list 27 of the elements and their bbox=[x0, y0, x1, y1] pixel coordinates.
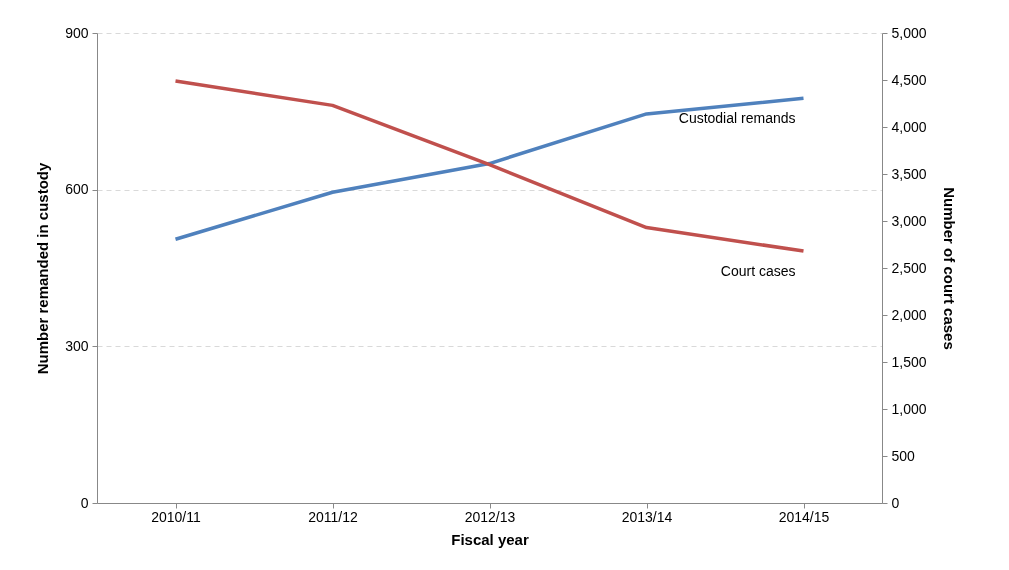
series-label: Custodial remands bbox=[678, 110, 796, 127]
x-tick-label: 2011/12 bbox=[308, 508, 358, 525]
series-label: Court cases bbox=[720, 263, 796, 280]
y2-tick-label: 3,500 bbox=[891, 165, 927, 182]
y2-tick-label: 2,000 bbox=[891, 306, 927, 323]
y2-axis-title: Number of court cases bbox=[940, 187, 958, 350]
y-tick-label: 0 bbox=[80, 494, 89, 511]
y2-tick-label: 0 bbox=[891, 494, 900, 511]
y-tick-label: 300 bbox=[65, 337, 89, 354]
y2-tick-label: 4,000 bbox=[891, 118, 927, 135]
y2-tick-label: 4,500 bbox=[891, 71, 927, 88]
x-tick-label: 2012/13 bbox=[464, 508, 516, 525]
x-tick-label: 2014/15 bbox=[778, 508, 830, 525]
x-tick-label: 2013/14 bbox=[621, 508, 673, 525]
x-axis-title: Fiscal year bbox=[451, 530, 529, 548]
y-axis-title: Number remanded in custody bbox=[34, 162, 52, 375]
y2-tick-label: 2,500 bbox=[891, 259, 927, 276]
y-tick-label: 900 bbox=[65, 24, 89, 41]
y-tick-label: 600 bbox=[65, 181, 89, 198]
line-series bbox=[173, 79, 806, 253]
y2-tick-label: 1,000 bbox=[891, 400, 927, 417]
y2-tick-label: 5,000 bbox=[891, 24, 927, 41]
line-series bbox=[173, 96, 806, 242]
x-tick-label: 2010/11 bbox=[151, 508, 201, 525]
y2-tick-label: 500 bbox=[891, 447, 916, 464]
y2-tick-label: 1,500 bbox=[891, 353, 927, 370]
y2-tick-label: 3,000 bbox=[891, 212, 927, 229]
